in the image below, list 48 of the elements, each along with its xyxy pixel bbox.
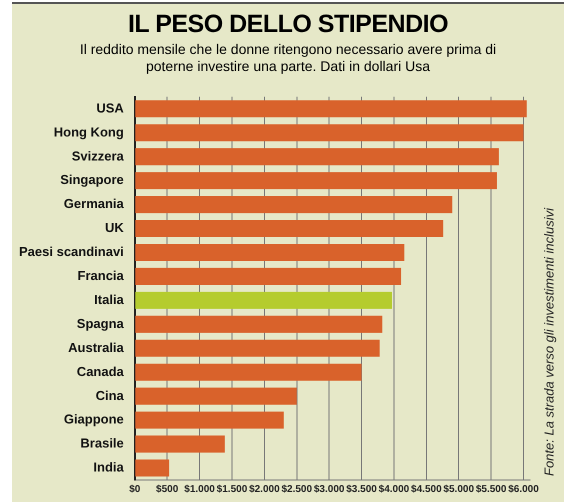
y-tick-label: India bbox=[93, 460, 125, 475]
x-tick-label: $2.000 bbox=[249, 484, 280, 495]
bar bbox=[135, 316, 382, 333]
x-tick-label: $5.000 bbox=[443, 484, 474, 495]
bar bbox=[135, 172, 497, 190]
bar bbox=[135, 292, 392, 309]
x-tick-label: $500 bbox=[156, 484, 179, 495]
y-tick-label: Hong Kong bbox=[54, 124, 124, 140]
x-tick-label: $0 bbox=[129, 484, 141, 495]
y-tick-label: Australia bbox=[68, 340, 125, 355]
x-tick-label: $1.500 bbox=[216, 484, 248, 495]
y-tick-label: Germania bbox=[64, 196, 125, 212]
y-tick-label: Canada bbox=[76, 364, 125, 379]
bar bbox=[135, 100, 527, 118]
x-tick-label: $5.500 bbox=[476, 484, 507, 495]
bar bbox=[135, 244, 404, 262]
x-tick-label: $3.500 bbox=[346, 484, 378, 495]
x-tick-label: $2.500 bbox=[281, 484, 312, 495]
x-tick-label: $1.000 bbox=[184, 484, 216, 495]
bar bbox=[135, 148, 499, 166]
bar bbox=[135, 388, 297, 405]
bar bbox=[135, 196, 452, 214]
y-tick-label: Svizzera bbox=[72, 148, 125, 164]
bar bbox=[135, 436, 225, 453]
chart-title: IL PESO DELLO STIPENDIO bbox=[126, 10, 450, 39]
x-tick-label: $6.000 bbox=[508, 484, 540, 495]
bar bbox=[135, 459, 170, 477]
y-tick-label: Singapore bbox=[60, 172, 124, 188]
y-tick-label: Paesi scandinavi bbox=[19, 244, 124, 260]
y-tick-label: Cina bbox=[96, 388, 125, 403]
x-tick-label: $4.500 bbox=[411, 484, 442, 495]
bar bbox=[135, 364, 362, 381]
y-tick-label: Francia bbox=[78, 268, 125, 284]
bar bbox=[135, 412, 284, 429]
bar bbox=[135, 340, 380, 357]
bar bbox=[135, 268, 402, 285]
y-tick-label: USA bbox=[96, 100, 124, 116]
chart-subtitle: Il reddito mensile che le donne ritengono necessario avere prima di poterne investire una parte. Dati in dollari Usa bbox=[78, 41, 498, 75]
y-tick-label: Italia bbox=[94, 292, 125, 307]
y-tick-label: UK bbox=[105, 220, 124, 236]
y-tick-label: Giappone bbox=[64, 412, 124, 427]
y-tick-label: Spagna bbox=[76, 316, 125, 331]
y-tick-label: Brasile bbox=[80, 436, 124, 451]
x-tick-label: $3.000 bbox=[314, 484, 345, 495]
x-tick-label: $4.000 bbox=[378, 484, 410, 495]
source-note: Fonte: La strada verso gli investimenti inclusivi bbox=[542, 206, 557, 476]
bar bbox=[135, 220, 444, 238]
bar bbox=[135, 124, 524, 142]
